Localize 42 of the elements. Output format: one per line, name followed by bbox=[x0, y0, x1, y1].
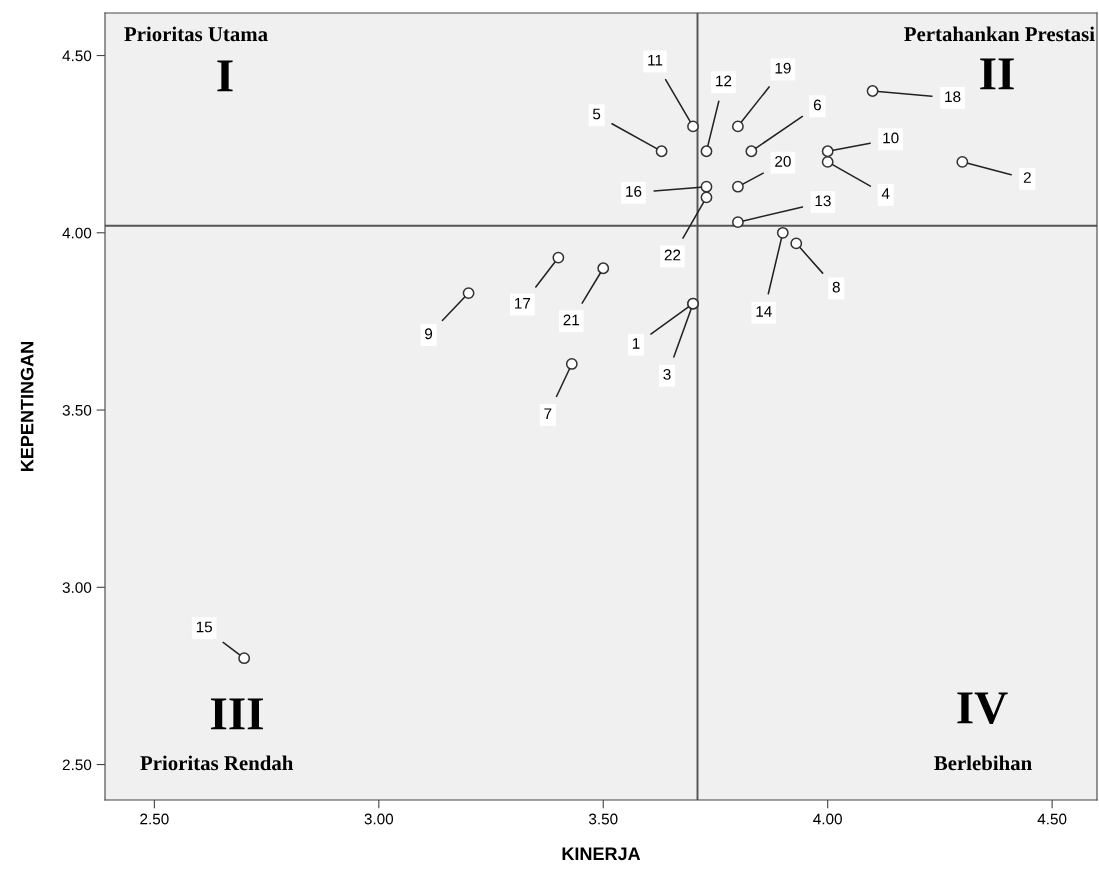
annotation: 5 bbox=[592, 108, 601, 120]
annotation: III bbox=[211, 698, 263, 730]
annotation: 7 bbox=[544, 408, 552, 419]
annotation: 20 bbox=[775, 155, 791, 167]
annotation: 8 bbox=[832, 281, 840, 293]
annotation: 6 bbox=[813, 99, 821, 111]
y-tick-label: 4.00 bbox=[62, 227, 92, 239]
annotation: 1 bbox=[632, 338, 640, 349]
annotation: 19 bbox=[775, 62, 791, 74]
x-tick-label: 3.00 bbox=[364, 813, 394, 825]
annotation: 4 bbox=[881, 188, 890, 199]
x-axis-title: KINERJA bbox=[562, 847, 641, 861]
annotation: 13 bbox=[815, 195, 831, 207]
annotation: 2 bbox=[1023, 172, 1031, 183]
annotation: 9 bbox=[425, 328, 433, 340]
annotation: IV bbox=[957, 692, 1008, 725]
x-tick-label: 4.50 bbox=[1037, 813, 1067, 825]
annotation: 22 bbox=[664, 249, 681, 261]
annotation: Prioritas Rendah bbox=[140, 755, 294, 771]
y-tick-label: 3.00 bbox=[62, 582, 92, 593]
annotation: 11 bbox=[648, 54, 663, 66]
annotation: 10 bbox=[883, 132, 899, 144]
y-tick-label: 3.50 bbox=[62, 404, 92, 416]
annotation: II bbox=[980, 58, 1014, 90]
annotation: 14 bbox=[756, 306, 772, 317]
y-tick-label: 4.50 bbox=[62, 50, 92, 62]
x-tick-label: 3.50 bbox=[588, 813, 618, 825]
annotation: Berlebihan bbox=[934, 755, 1032, 771]
annotation: Pertahankan Prestasi bbox=[904, 26, 1095, 42]
annotation: 21 bbox=[563, 314, 579, 326]
y-axis-title: KEPENTINGAN bbox=[20, 342, 34, 471]
x-tick-label: 2.50 bbox=[140, 813, 169, 825]
annotation: 16 bbox=[626, 185, 642, 197]
y-tick-label: 2.50 bbox=[62, 759, 92, 771]
annotation: 12 bbox=[716, 75, 732, 87]
annotation: 3 bbox=[663, 368, 671, 380]
annotation: 15 bbox=[196, 621, 213, 633]
annotation: 17 bbox=[515, 298, 531, 309]
annotation: 18 bbox=[945, 91, 961, 103]
x-tick-label: 4.00 bbox=[813, 813, 842, 825]
annotation: Prioritas Utama bbox=[124, 26, 268, 42]
annotation: I bbox=[217, 60, 233, 92]
